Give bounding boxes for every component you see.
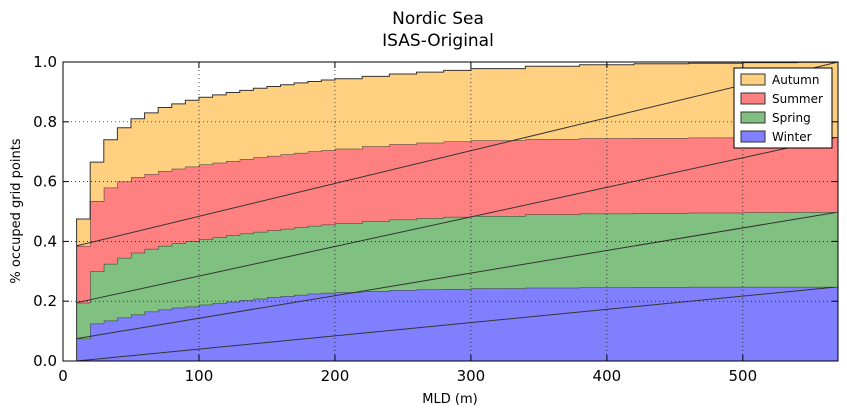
y-tick-label: 0.2 xyxy=(33,292,57,310)
x-axis-label: MLD (m) xyxy=(422,392,477,407)
legend-label-spring: Spring xyxy=(772,111,811,125)
plot-fills xyxy=(76,61,839,362)
legend-swatch-summer xyxy=(740,92,766,105)
chart-title: Nordic Sea xyxy=(392,9,484,29)
y-tick-label: 0.8 xyxy=(33,113,57,131)
legend-swatch-winter xyxy=(740,130,766,143)
legend-label-summer: Summer xyxy=(772,92,823,106)
x-axis: 0 100 200 300 400 500 xyxy=(58,62,757,385)
y-tick-label: 0.6 xyxy=(33,173,57,191)
x-tick-label: 500 xyxy=(729,367,758,385)
x-tick-label: 400 xyxy=(593,367,622,385)
x-tick-label: 0 xyxy=(58,367,68,385)
y-axis-label: % occuped grid points xyxy=(9,138,24,283)
x-tick-label: 300 xyxy=(457,367,486,385)
legend: Autumn Summer Spring Winter xyxy=(733,67,833,149)
x-tick-label: 200 xyxy=(321,367,350,385)
y-axis: 0.0 0.2 0.4 0.6 0.8 1.0 xyxy=(33,53,838,370)
plot-frame xyxy=(62,61,839,362)
y-tick-label: 1.0 xyxy=(33,53,57,71)
y-tick-label: 0.0 xyxy=(33,352,57,370)
y-tick-label: 0.4 xyxy=(33,232,57,250)
legend-swatch-spring xyxy=(740,111,766,124)
chart-subtitle: ISAS-Original xyxy=(382,31,494,51)
legend-swatch-autumn xyxy=(740,73,766,86)
legend-label-winter: Winter xyxy=(772,130,812,144)
legend-label-autumn: Autumn xyxy=(772,73,819,87)
x-tick-label: 100 xyxy=(185,367,214,385)
series-line-autumn xyxy=(76,61,839,247)
